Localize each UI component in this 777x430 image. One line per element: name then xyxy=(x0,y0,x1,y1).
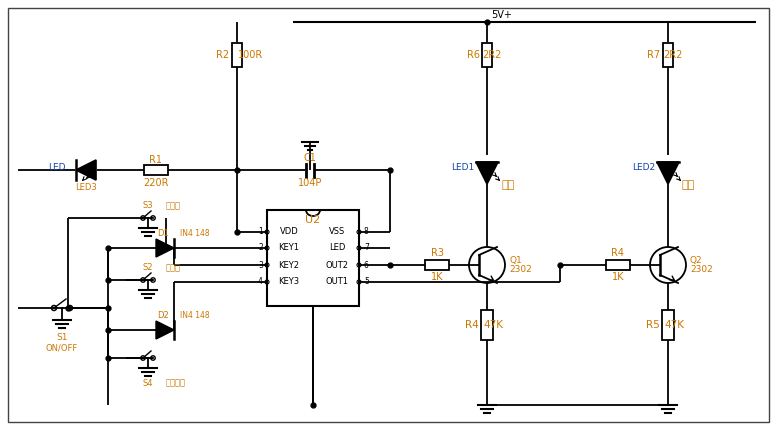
Text: R4: R4 xyxy=(465,320,479,330)
Text: 5: 5 xyxy=(364,277,369,286)
Text: R4: R4 xyxy=(611,248,625,258)
Text: 6: 6 xyxy=(364,261,369,270)
Text: OUT2: OUT2 xyxy=(326,261,349,270)
Bar xyxy=(662,310,674,340)
Text: D2: D2 xyxy=(157,311,169,320)
Text: VDD: VDD xyxy=(280,227,298,236)
Text: Q2: Q2 xyxy=(690,257,702,265)
Text: 1K: 1K xyxy=(430,272,443,282)
Text: IN4 148: IN4 148 xyxy=(180,311,210,320)
Text: IN4 148: IN4 148 xyxy=(180,230,210,239)
Text: 2R2: 2R2 xyxy=(483,50,502,60)
Text: 2302: 2302 xyxy=(509,265,531,274)
Polygon shape xyxy=(156,321,174,339)
Bar xyxy=(144,165,168,175)
Text: R5: R5 xyxy=(646,320,660,330)
Text: 47K: 47K xyxy=(483,320,503,330)
Text: KEY3: KEY3 xyxy=(278,277,300,286)
Text: 冷白: 冷白 xyxy=(501,180,514,190)
Polygon shape xyxy=(156,239,174,257)
Text: 1K: 1K xyxy=(611,272,624,282)
Text: R3: R3 xyxy=(430,248,444,258)
Text: Q1: Q1 xyxy=(509,257,521,265)
Polygon shape xyxy=(657,162,679,184)
Text: OUT1: OUT1 xyxy=(326,277,349,286)
Text: R1: R1 xyxy=(149,155,162,165)
Text: 104P: 104P xyxy=(298,178,322,188)
Text: 5V+: 5V+ xyxy=(491,10,512,20)
Text: KEY1: KEY1 xyxy=(278,243,299,252)
Text: 7: 7 xyxy=(364,243,369,252)
Text: LED: LED xyxy=(48,163,66,172)
Text: 2R2: 2R2 xyxy=(664,50,683,60)
Bar xyxy=(425,260,449,270)
Text: LED3: LED3 xyxy=(75,184,97,193)
Text: 1: 1 xyxy=(258,227,263,236)
Text: 220R: 220R xyxy=(143,178,169,188)
Text: 色温转换: 色温转换 xyxy=(166,378,186,387)
Text: R7: R7 xyxy=(647,50,660,60)
Text: ON/OFF: ON/OFF xyxy=(46,344,78,353)
Text: R2: R2 xyxy=(217,50,229,60)
Text: 亮度减: 亮度减 xyxy=(166,202,181,211)
Text: LED2: LED2 xyxy=(632,163,656,172)
Text: R6: R6 xyxy=(466,50,479,60)
Bar xyxy=(267,210,359,306)
Text: 亮度增: 亮度增 xyxy=(166,264,181,273)
Text: 2302: 2302 xyxy=(690,265,713,274)
Text: S1: S1 xyxy=(56,334,68,343)
Text: 8: 8 xyxy=(364,227,369,236)
Bar xyxy=(482,43,492,67)
Bar xyxy=(663,43,673,67)
Text: S3: S3 xyxy=(143,202,153,211)
Bar xyxy=(232,43,242,67)
Text: 3: 3 xyxy=(258,261,263,270)
Text: 2: 2 xyxy=(258,243,263,252)
Text: KEY2: KEY2 xyxy=(278,261,299,270)
Bar xyxy=(606,260,630,270)
Text: LED1: LED1 xyxy=(451,163,475,172)
Bar xyxy=(481,310,493,340)
Text: D1: D1 xyxy=(157,230,169,239)
Text: C1: C1 xyxy=(304,153,316,163)
Text: VSS: VSS xyxy=(329,227,345,236)
Text: S4: S4 xyxy=(143,378,153,387)
Polygon shape xyxy=(76,160,96,180)
Text: U2: U2 xyxy=(305,215,321,225)
Text: S2: S2 xyxy=(143,264,153,273)
Text: 暖白: 暖白 xyxy=(682,180,695,190)
Text: LED: LED xyxy=(329,243,345,252)
Text: 100R: 100R xyxy=(239,50,263,60)
Text: 4: 4 xyxy=(258,277,263,286)
Text: 47K: 47K xyxy=(664,320,684,330)
Polygon shape xyxy=(476,162,498,184)
